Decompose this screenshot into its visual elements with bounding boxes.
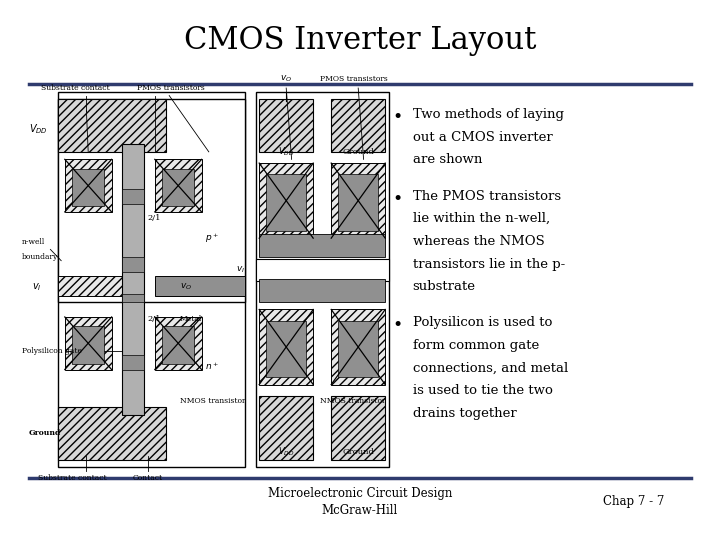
Bar [122, 144, 144, 415]
Text: CMOS Inverter Layout: CMOS Inverter Layout [184, 25, 536, 56]
Bar [338, 321, 378, 377]
Text: lie within the n-well,: lie within the n-well, [413, 212, 549, 225]
Text: Substrate contact: Substrate contact [41, 84, 110, 92]
Bar [331, 99, 385, 152]
Bar [338, 174, 378, 231]
Text: drains together: drains together [413, 407, 516, 420]
Bar [58, 99, 245, 302]
Bar [259, 280, 385, 302]
Text: PMOS transistors: PMOS transistors [320, 75, 388, 83]
Text: $V_{DD}$: $V_{DD}$ [29, 123, 48, 136]
Bar [72, 168, 104, 206]
Text: McGraw-Hill: McGraw-Hill [322, 504, 398, 517]
Text: $V_{DD}$: $V_{DD}$ [278, 146, 294, 158]
Text: $p^+$: $p^+$ [205, 231, 219, 245]
Bar [65, 317, 112, 369]
Bar [162, 168, 194, 206]
Text: NMOS transistor: NMOS transistor [320, 397, 386, 406]
Bar [58, 276, 122, 296]
Bar [331, 396, 385, 460]
Text: The PMOS transistors: The PMOS transistors [413, 190, 561, 202]
Bar [122, 355, 144, 369]
Text: $V_{DD}$: $V_{DD}$ [278, 446, 294, 458]
Bar [331, 309, 385, 384]
Text: $v_I$: $v_I$ [32, 281, 42, 293]
Text: Microelectronic Circuit Design: Microelectronic Circuit Design [268, 487, 452, 500]
Bar [331, 163, 385, 238]
Text: Polysilicon gate: Polysilicon gate [22, 347, 81, 355]
Bar [155, 276, 245, 296]
Text: $v_O$: $v_O$ [180, 282, 192, 292]
Text: transistors lie in the p-: transistors lie in the p- [413, 258, 564, 271]
Bar [259, 396, 313, 460]
Bar [122, 294, 144, 302]
Bar [65, 159, 112, 212]
Bar [155, 317, 202, 369]
Text: form common gate: form common gate [413, 339, 539, 352]
Bar [122, 190, 144, 205]
Text: connections, and metal: connections, and metal [413, 362, 568, 375]
Text: Metal: Metal [180, 315, 202, 323]
Text: Ground: Ground [342, 148, 374, 156]
Text: Substrate contact: Substrate contact [37, 474, 107, 482]
Bar [155, 159, 202, 212]
Text: PMOS transistors: PMOS transistors [137, 84, 204, 92]
Bar [256, 259, 389, 281]
Bar [266, 321, 306, 377]
Text: 2/1: 2/1 [148, 213, 161, 221]
Bar [58, 92, 245, 467]
Text: whereas the NMOS: whereas the NMOS [413, 235, 544, 248]
Text: $n^+$: $n^+$ [205, 360, 219, 372]
Bar [259, 234, 385, 257]
Bar [58, 407, 166, 460]
Text: out a CMOS inverter: out a CMOS inverter [413, 131, 552, 144]
Bar [259, 163, 313, 238]
Text: are shown: are shown [413, 153, 482, 166]
Text: •: • [392, 190, 402, 207]
Text: •: • [392, 316, 402, 334]
Text: •: • [392, 108, 402, 126]
Text: NMOS transistor: NMOS transistor [180, 397, 246, 406]
Text: Contact: Contact [132, 474, 163, 482]
Bar [58, 99, 166, 152]
Text: Ground: Ground [29, 429, 61, 437]
Text: n-well: n-well [22, 238, 45, 246]
Text: 2/1: 2/1 [148, 315, 161, 323]
Bar [162, 326, 194, 364]
Text: is used to tie the two: is used to tie the two [413, 384, 552, 397]
Text: $v_I$: $v_I$ [235, 265, 245, 275]
Text: substrate: substrate [413, 280, 476, 293]
Bar [259, 309, 313, 384]
Text: Ground: Ground [342, 448, 374, 456]
Text: Two methods of laying: Two methods of laying [413, 108, 564, 121]
Bar [266, 174, 306, 231]
Bar [259, 99, 313, 152]
Text: Polysilicon is used to: Polysilicon is used to [413, 316, 552, 329]
Bar [122, 257, 144, 272]
Text: boundary: boundary [22, 253, 58, 261]
Bar [256, 92, 389, 467]
Text: $v_O$: $v_O$ [280, 73, 292, 84]
Text: Chap 7 - 7: Chap 7 - 7 [603, 495, 665, 508]
Bar [122, 287, 144, 369]
Bar [122, 190, 144, 272]
Bar [72, 326, 104, 364]
